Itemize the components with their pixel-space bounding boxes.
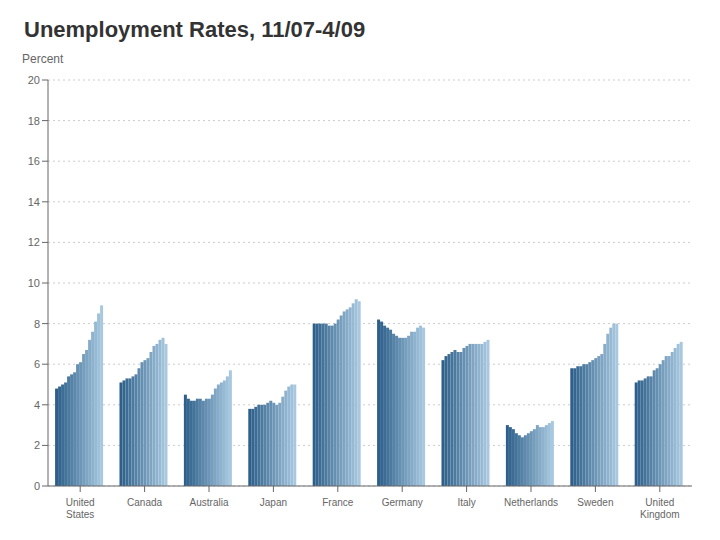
svg-text:20: 20 <box>28 74 40 86</box>
html-text:Unemployment Rates, 11/07-4/09: Unemployment Rates, 11/07-4/09 <box>24 17 366 42</box>
svg-text:Netherlands: Netherlands <box>504 497 558 508</box>
svg-text:16: 16 <box>28 155 40 167</box>
svg-text:12: 12 <box>28 236 40 248</box>
svg-text:18: 18 <box>28 115 40 127</box>
html-text:Percent: Percent <box>22 52 64 66</box>
svg-text:6: 6 <box>34 358 40 370</box>
svg-text:2: 2 <box>34 439 40 451</box>
svg-text:Australia: Australia <box>190 497 229 508</box>
svg-text:UnitedStates: UnitedStates <box>66 497 95 520</box>
svg-text:Germany: Germany <box>382 497 423 508</box>
svg-text:UnitedKingdom: UnitedKingdom <box>640 497 679 520</box>
svg-text:14: 14 <box>28 196 40 208</box>
svg-text:Sweden: Sweden <box>577 497 613 508</box>
svg-text:Japan: Japan <box>260 497 287 508</box>
svg-text:8: 8 <box>34 318 40 330</box>
svg-text:0: 0 <box>34 480 40 492</box>
svg-text:France: France <box>322 497 354 508</box>
svg-text:10: 10 <box>28 277 40 289</box>
svg-text:4: 4 <box>34 399 40 411</box>
svg-text:Canada: Canada <box>127 497 162 508</box>
svg-text:Italy: Italy <box>457 497 475 508</box>
